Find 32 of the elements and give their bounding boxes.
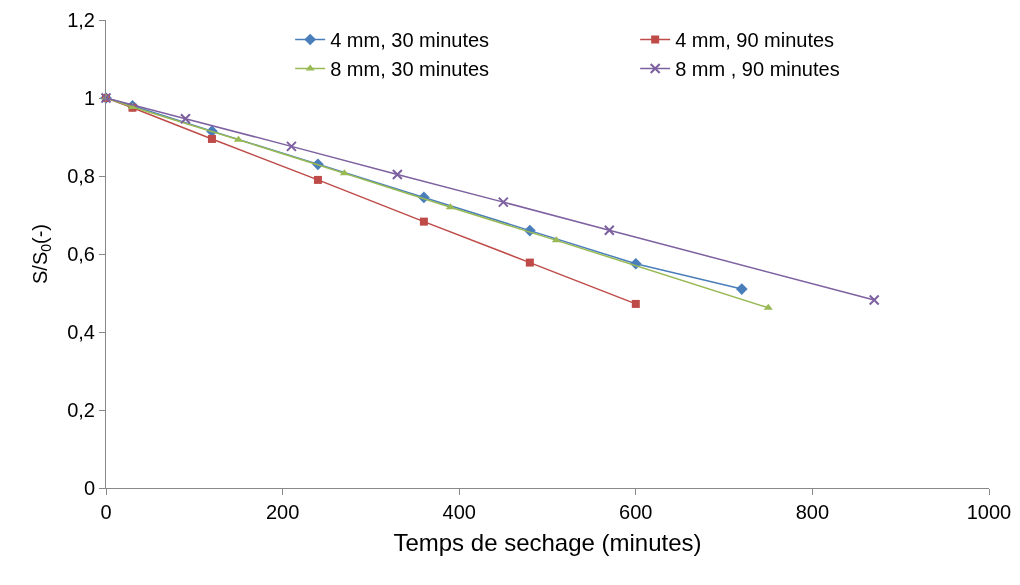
y-tick-label: 1,2 bbox=[67, 9, 95, 31]
point bbox=[631, 299, 640, 308]
point bbox=[525, 258, 534, 267]
x-tick-label: 0 bbox=[100, 501, 112, 523]
point bbox=[391, 168, 403, 180]
y-tick-label: 0,4 bbox=[67, 321, 95, 343]
point bbox=[868, 294, 880, 306]
point bbox=[179, 113, 191, 125]
x-tick-label: 600 bbox=[619, 501, 653, 523]
x-tick-label: 400 bbox=[442, 501, 476, 523]
y-tick-label: 1 bbox=[83, 87, 95, 109]
legend-label: 4 mm, 90 minutes bbox=[675, 29, 835, 52]
legend-label: 4 mm, 30 minutes bbox=[330, 29, 490, 52]
y-tick-label: 0,8 bbox=[67, 165, 95, 187]
point bbox=[207, 134, 216, 143]
y-tick-label: 0 bbox=[83, 477, 95, 499]
legend-label: 8 mm, 30 minutes bbox=[330, 58, 490, 81]
point bbox=[313, 175, 322, 184]
point bbox=[763, 303, 773, 310]
point bbox=[497, 196, 509, 208]
x-tick-label: 1000 bbox=[966, 501, 1012, 523]
y-tick-label: 0,6 bbox=[67, 243, 95, 265]
point bbox=[285, 140, 297, 152]
point bbox=[445, 203, 455, 210]
y-tick-label: 0,2 bbox=[67, 399, 95, 421]
point bbox=[735, 283, 748, 295]
point bbox=[419, 217, 428, 226]
x-axis-title: Temps de sechage (minutes) bbox=[393, 529, 702, 557]
legend-label: 8 mm , 90 minutes bbox=[675, 58, 840, 81]
x-tick-label: 200 bbox=[265, 501, 300, 523]
x-tick-label: 800 bbox=[795, 501, 830, 523]
point bbox=[603, 224, 615, 236]
